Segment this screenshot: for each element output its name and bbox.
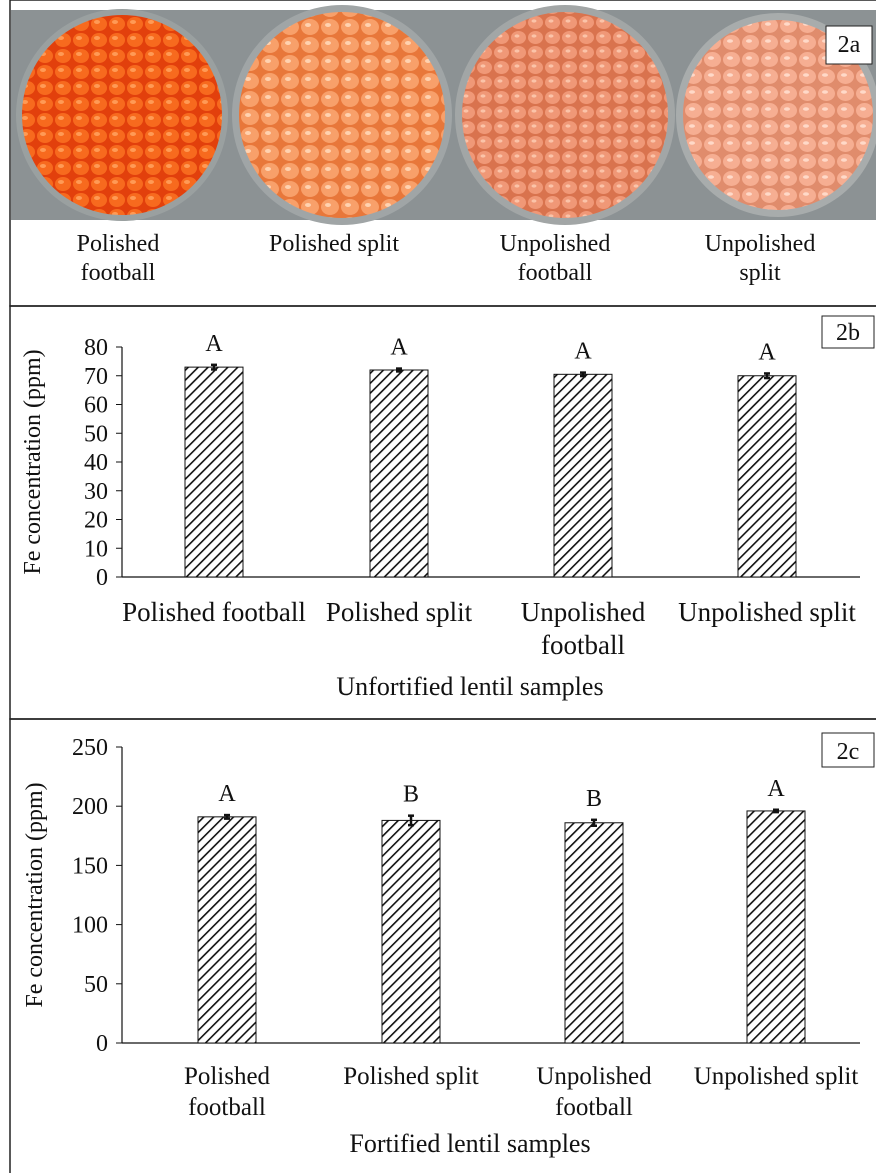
significance-letter: A xyxy=(574,339,592,365)
y-tick-label: 0 xyxy=(96,1031,108,1057)
y-tick-label: 50 xyxy=(84,972,108,998)
significance-letter: A xyxy=(758,339,776,365)
x-tick-label: Polished football xyxy=(183,1063,271,1121)
y-tick-label: 50 xyxy=(84,421,108,447)
bar xyxy=(553,373,613,578)
panel-label: 2a xyxy=(838,32,861,58)
y-tick-label: 100 xyxy=(72,913,108,939)
y-axis-title: Fe concentration (ppm) xyxy=(22,782,48,1007)
x-tick-label: Unpolished split xyxy=(693,1063,859,1090)
error-bar xyxy=(591,818,597,827)
panel-label: 2b xyxy=(836,320,860,346)
bar xyxy=(184,366,244,578)
y-axis-title: Fe concentration (ppm) xyxy=(20,349,46,574)
lentils xyxy=(239,12,445,218)
significance-letter: A xyxy=(767,776,785,802)
bar xyxy=(564,822,624,1044)
x-tick-label: Polished split xyxy=(325,597,473,627)
error-bar xyxy=(580,371,586,378)
error-bar xyxy=(408,814,414,827)
y-tick-label: 10 xyxy=(84,536,108,562)
panel-label: 2c xyxy=(837,739,860,765)
x-axis-title: Fortified lentil samples xyxy=(349,1129,590,1158)
y-tick-label: 0 xyxy=(96,565,108,591)
error-bar xyxy=(764,372,770,380)
x-tick-label: Polished split xyxy=(343,1063,479,1090)
x-tick-label: Unpolished football xyxy=(536,1063,652,1121)
significance-letter: B xyxy=(586,786,602,812)
significance-letter: B xyxy=(403,782,419,808)
bar xyxy=(369,369,429,578)
y-tick-label: 30 xyxy=(84,479,108,505)
y-tick-label: 20 xyxy=(84,508,108,534)
x-tick-label: Polished football xyxy=(122,597,306,627)
significance-letter: A xyxy=(205,331,223,357)
y-tick-label: 70 xyxy=(84,364,108,390)
x-axis-title: Unfortified lentil samples xyxy=(336,672,603,701)
panel-label-box xyxy=(821,315,875,349)
error-bar xyxy=(396,367,402,373)
y-tick-label: 60 xyxy=(84,393,108,419)
error-bar xyxy=(224,813,230,820)
lentils xyxy=(462,12,668,218)
panel-label-box xyxy=(821,732,875,768)
panel-c-frame xyxy=(9,718,876,1173)
y-tick-label: 40 xyxy=(84,450,108,476)
significance-letter: A xyxy=(218,781,236,807)
photo-caption: Unpolished split xyxy=(704,231,816,287)
lentils xyxy=(22,15,222,215)
bar xyxy=(737,375,797,578)
x-tick-label: Unpolished football xyxy=(520,597,646,660)
panel-label-box xyxy=(825,25,873,65)
y-tick-label: 80 xyxy=(84,335,108,361)
error-bar xyxy=(773,808,779,814)
photo-caption: Polished football xyxy=(76,231,160,287)
bar xyxy=(197,816,257,1044)
error-bar xyxy=(211,363,217,371)
lentils xyxy=(683,20,873,210)
photo-caption: Polished split xyxy=(268,231,400,257)
bar xyxy=(746,810,806,1044)
y-tick-label: 250 xyxy=(72,735,108,761)
y-tick-label: 200 xyxy=(72,794,108,820)
bar xyxy=(381,819,441,1044)
significance-letter: A xyxy=(390,335,408,361)
x-tick-label: Unpolished split xyxy=(678,597,856,627)
photo-caption: Unpolished football xyxy=(499,231,611,287)
y-tick-label: 150 xyxy=(72,853,108,879)
